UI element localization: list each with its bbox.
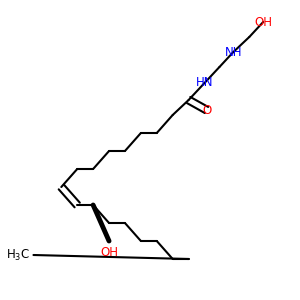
Text: H$_3$C: H$_3$C xyxy=(6,248,31,262)
Text: O: O xyxy=(202,103,211,116)
Text: OH: OH xyxy=(254,16,272,28)
Text: HN: HN xyxy=(196,76,213,89)
Text: OH: OH xyxy=(100,247,118,260)
Text: NH: NH xyxy=(225,46,242,59)
